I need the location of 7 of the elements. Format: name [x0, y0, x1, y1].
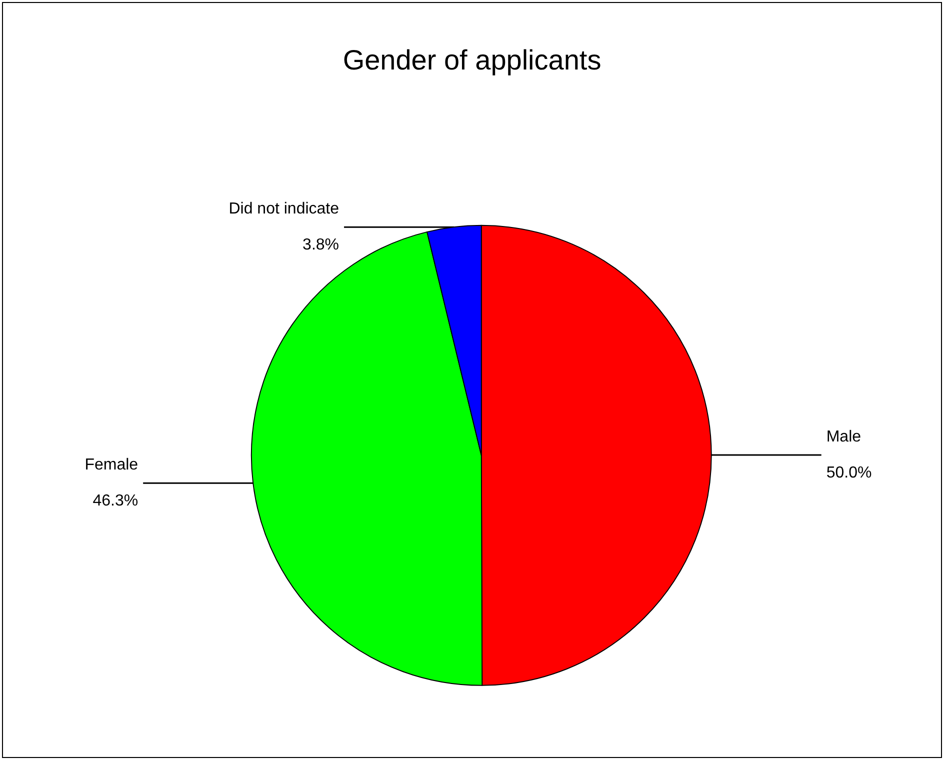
slice-label: Did not indicate — [228, 200, 340, 218]
chart-title: Gender of applicants — [342, 44, 602, 76]
data-label: 3.8% — [302, 236, 340, 254]
data-label: 46.3% — [92, 492, 138, 510]
slice-label: Female — [84, 456, 138, 474]
data-label: 50.0% — [826, 464, 872, 482]
slice-label: Male — [826, 428, 862, 446]
